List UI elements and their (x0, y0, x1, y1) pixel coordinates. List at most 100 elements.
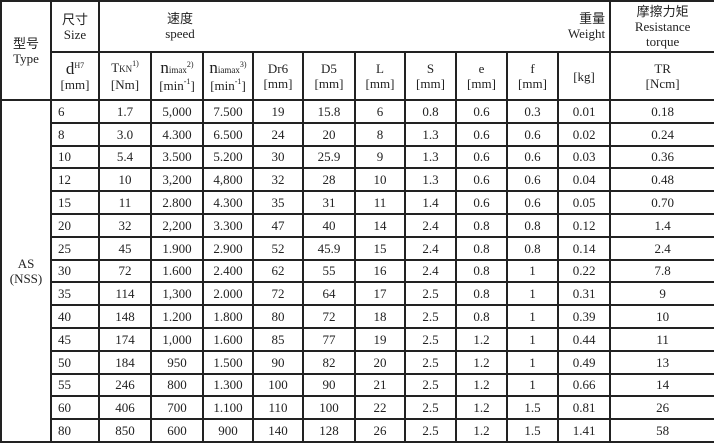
table-body: AS (NSS) 6 1.7 5,000 7.500 19 15.8 6 0.8 0.6 0.3 0.0… (0, 99, 714, 443)
col-nimax: nimax2) [min-1] (150, 51, 204, 101)
cell-nimax: 2,200 (150, 212, 204, 238)
cell-d5: 55 (302, 258, 356, 284)
cell-l: 6 (354, 99, 406, 124)
cell-f: 0.6 (506, 121, 559, 147)
table-row: 80 850 600 900 140 128 26 2.5 1.2 1.5 1.41 58 (1, 418, 714, 443)
cell-e: 1.2 (455, 326, 508, 352)
cell-d: 30 (50, 258, 100, 284)
cell-d5: 100 (302, 395, 356, 421)
col-d: dH7 [mm] (50, 51, 100, 101)
cell-f: 0.8 (506, 235, 559, 261)
cell-d: 20 (50, 212, 100, 238)
cell-niamax: 900 (202, 418, 254, 443)
col-l-unit: [mm] (365, 76, 395, 91)
cell-niamax: 4.300 (202, 190, 254, 215)
cell-nimax: 4.300 (150, 121, 204, 147)
cell-s: 2.4 (404, 212, 457, 238)
cell-f: 1 (506, 349, 559, 375)
cell-l: 18 (354, 304, 406, 329)
table-row: 15 11 2.800 4.300 35 31 11 1.4 0.6 0.6 0.05 0.70 (1, 190, 714, 215)
table-row: 35 114 1,300 2.000 72 64 17 2.5 0.8 1 0.31 9 (1, 281, 714, 307)
cell-tkn: 10 (98, 167, 152, 193)
cell-e: 0.8 (455, 235, 508, 261)
cell-niamax: 1.600 (202, 326, 254, 352)
cell-dr6: 72 (252, 281, 304, 307)
cell-e: 0.6 (455, 167, 508, 193)
cell-dr6: 19 (252, 99, 304, 124)
cell-e: 1.2 (455, 372, 508, 398)
speed-header-en: speed (165, 26, 195, 41)
cell-nimax: 1,300 (150, 281, 204, 307)
cell-tr: 0.70 (609, 190, 714, 215)
cell-weight: 0.02 (556, 121, 612, 147)
cell-l: 22 (354, 395, 406, 421)
col-tr: TR [Ncm] (609, 51, 714, 101)
cell-niamax: 3.300 (202, 212, 254, 238)
cell-weight: 0.31 (556, 281, 612, 307)
cell-d5: 40 (302, 212, 356, 238)
size-header: 尺寸 Size (50, 0, 100, 53)
cell-dr6: 62 (252, 258, 304, 284)
cell-e: 1.2 (455, 418, 508, 443)
cell-l: 21 (354, 372, 406, 398)
cell-l: 16 (354, 258, 406, 284)
cell-niamax: 2.900 (202, 235, 254, 261)
cell-tkn: 32 (98, 212, 152, 238)
cell-l: 26 (354, 418, 406, 443)
resistance-header-zh: 摩擦力矩 (636, 4, 689, 19)
cell-l: 19 (354, 326, 406, 352)
cell-niamax: 2.400 (202, 258, 254, 284)
cell-f: 0.6 (506, 144, 559, 170)
cell-nimax: 800 (150, 372, 204, 398)
cell-weight: 0.44 (556, 326, 612, 352)
cell-niamax: 2.000 (202, 281, 254, 307)
cell-d: 45 (50, 326, 100, 352)
type-label: AS (17, 255, 35, 271)
cell-s: 2.4 (404, 235, 457, 261)
cell-niamax: 7.500 (202, 99, 254, 124)
cell-d: 6 (50, 99, 100, 124)
col-f: f [mm] (506, 51, 559, 101)
cell-niamax: 1.100 (202, 395, 254, 421)
col-d-label: d (65, 58, 75, 78)
cell-nimax: 600 (150, 418, 204, 443)
type-cell: AS (NSS) (0, 99, 52, 443)
cell-dr6: 47 (252, 212, 304, 238)
cell-tr: 7.8 (609, 258, 714, 284)
table-row: 60 406 700 1.100 110 100 22 2.5 1.2 1.5 0.81 26 (1, 395, 714, 421)
cell-f: 0.3 (506, 99, 559, 124)
speed-header: 速度 speed (150, 11, 210, 41)
cell-weight: 0.22 (556, 258, 612, 284)
cell-tr: 0.18 (609, 99, 714, 124)
cell-s: 2.4 (404, 258, 457, 284)
weight-header: 重量 Weight (568, 11, 605, 41)
cell-tr: 26 (609, 395, 714, 421)
cell-niamax: 5.200 (202, 144, 254, 170)
cell-s: 2.5 (404, 395, 457, 421)
cell-tkn: 246 (98, 372, 152, 398)
cell-d: 10 (50, 144, 100, 170)
cell-f: 0.6 (506, 167, 559, 193)
cell-l: 10 (354, 167, 406, 193)
cell-l: 14 (354, 212, 406, 238)
cell-tr: 11 (609, 326, 714, 352)
cell-nimax: 3.500 (150, 144, 204, 170)
col-s-unit: [mm] (416, 76, 445, 91)
table-row: 55 246 800 1.300 100 90 21 2.5 1.2 1 0.66 14 (1, 372, 714, 398)
cell-f: 0.6 (506, 190, 559, 215)
cell-dr6: 100 (252, 372, 304, 398)
cell-s: 1.3 (404, 144, 457, 170)
weight-header-en: Weight (567, 26, 606, 41)
cell-e: 0.6 (455, 121, 508, 147)
cell-s: 1.3 (404, 167, 457, 193)
cell-niamax: 1.800 (202, 304, 254, 329)
cell-d: 60 (50, 395, 100, 421)
cell-l: 8 (354, 121, 406, 147)
cell-d: 15 (50, 190, 100, 215)
cell-tkn: 72 (98, 258, 152, 284)
col-dr6-unit: [mm] (263, 76, 293, 91)
cell-niamax: 4,800 (202, 167, 254, 193)
cell-weight: 0.05 (556, 190, 612, 215)
cell-dr6: 35 (252, 190, 304, 215)
cell-tkn: 174 (98, 326, 152, 352)
